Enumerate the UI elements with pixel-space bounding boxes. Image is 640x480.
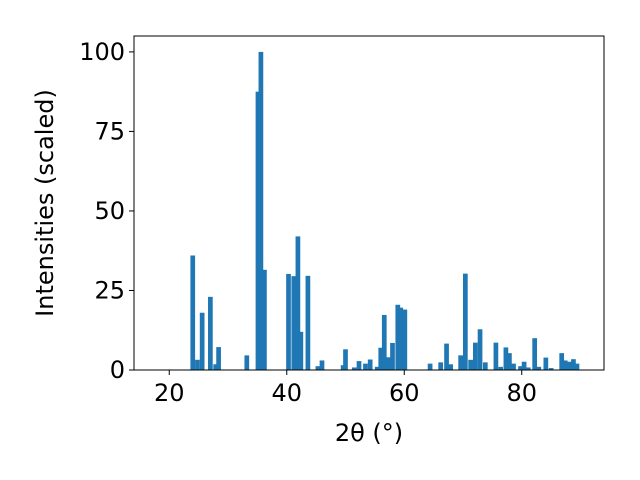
axes-frame <box>133 35 605 371</box>
bar <box>363 363 368 370</box>
y-tick-label: 100 <box>79 38 125 66</box>
x-axis-ticks: 20 40 60 80 <box>154 370 537 407</box>
bar <box>548 368 554 370</box>
bar <box>378 347 384 370</box>
bar <box>532 338 538 370</box>
bar <box>458 355 463 370</box>
bar <box>258 51 264 371</box>
bar <box>482 362 488 370</box>
bar <box>562 360 568 370</box>
bar <box>262 269 267 370</box>
bar <box>367 359 373 370</box>
bar <box>398 307 404 370</box>
bar <box>298 331 304 370</box>
y-tick-label: 75 <box>94 117 125 145</box>
bar <box>521 361 527 370</box>
bar <box>386 357 391 370</box>
x-tick-label: 20 <box>154 379 185 407</box>
x-tick-label: 80 <box>506 379 537 407</box>
y-tick-label: 25 <box>94 276 125 304</box>
bar <box>356 361 362 370</box>
bar <box>343 349 348 370</box>
bar <box>566 361 572 370</box>
x-axis-label: 2θ (°) <box>335 419 403 447</box>
bar <box>477 329 483 370</box>
bar <box>315 366 321 370</box>
bar <box>255 91 261 371</box>
bar <box>213 364 219 370</box>
y-tick-label: 0 <box>110 356 125 384</box>
bar <box>543 357 549 370</box>
bar <box>493 342 499 370</box>
bar <box>319 360 325 370</box>
bar <box>199 312 205 370</box>
bar <box>571 359 576 370</box>
bar <box>448 364 454 370</box>
y-axis-label: Intensities (scaled) <box>31 89 59 317</box>
bar <box>463 273 468 370</box>
bar <box>390 342 395 370</box>
bar <box>518 366 523 370</box>
bar <box>195 359 200 370</box>
bar <box>381 314 387 370</box>
bar <box>395 304 401 370</box>
bar <box>402 309 408 370</box>
bar <box>444 343 449 370</box>
bar <box>351 367 357 370</box>
bars-group <box>190 51 580 371</box>
bar <box>507 353 512 370</box>
bar <box>427 363 433 370</box>
bar <box>511 363 516 370</box>
bar <box>305 275 311 370</box>
bar <box>472 342 478 370</box>
y-axis-ticks: 0 25 50 75 100 <box>79 38 134 384</box>
bar <box>438 362 444 370</box>
bar <box>525 367 531 370</box>
bar <box>216 347 221 370</box>
bar <box>536 366 542 370</box>
x-tick-label: 40 <box>271 379 302 407</box>
bar <box>295 236 301 370</box>
y-tick-label: 50 <box>94 197 125 225</box>
bar <box>374 366 380 370</box>
x-tick-label: 60 <box>389 379 420 407</box>
bar <box>208 296 213 370</box>
bar <box>244 355 250 370</box>
bar <box>286 273 291 370</box>
bar <box>574 363 580 370</box>
bar <box>291 276 297 370</box>
bar <box>468 359 473 370</box>
bar <box>559 353 565 370</box>
bar <box>498 366 503 370</box>
bar <box>503 347 509 370</box>
bar <box>190 255 196 370</box>
